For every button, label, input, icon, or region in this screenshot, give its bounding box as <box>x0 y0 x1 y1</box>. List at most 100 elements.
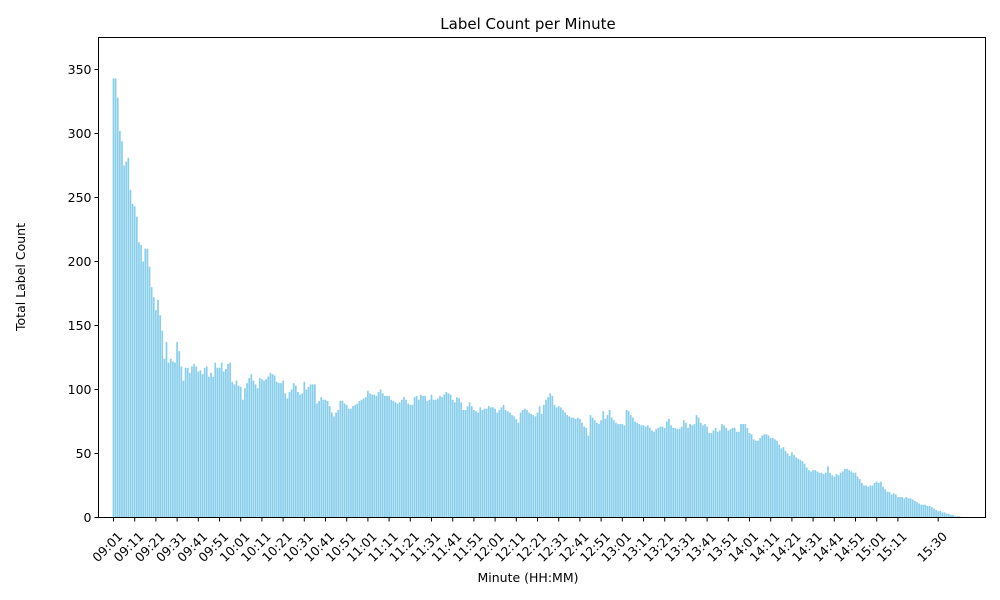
bar <box>350 408 352 518</box>
bar <box>498 409 501 518</box>
x-axis: 09:0109:1109:2109:3109:4109:5110:0110:11… <box>89 517 950 565</box>
bar <box>417 399 420 518</box>
bar <box>362 398 365 518</box>
bar <box>950 514 952 518</box>
bar <box>774 439 776 518</box>
bar <box>738 431 740 518</box>
bar <box>174 362 176 518</box>
bar <box>767 435 770 518</box>
bar <box>682 420 685 518</box>
bar <box>568 416 571 518</box>
bar <box>152 297 155 518</box>
bar <box>303 381 306 518</box>
bar <box>903 498 906 518</box>
bar <box>214 362 217 518</box>
bar <box>163 358 166 518</box>
bar <box>740 424 742 518</box>
y-tick-label: 300 <box>68 126 92 141</box>
bar <box>502 404 505 518</box>
bar <box>324 399 327 518</box>
bar <box>430 394 433 518</box>
bar <box>258 377 261 518</box>
bar <box>799 459 802 518</box>
bar <box>943 512 946 518</box>
bar <box>873 482 876 518</box>
bar <box>241 399 244 518</box>
bar <box>824 472 827 518</box>
bar <box>585 427 588 518</box>
bar <box>333 416 335 518</box>
bar <box>367 390 369 518</box>
bar <box>161 330 164 518</box>
bar <box>314 384 316 518</box>
bar <box>829 472 831 518</box>
x-tick-label: 15:30 <box>914 529 950 565</box>
y-tick-label: 350 <box>68 62 92 77</box>
bar <box>716 431 719 518</box>
bar <box>453 402 456 518</box>
bar <box>227 363 229 518</box>
bar <box>409 404 412 518</box>
bar <box>791 452 793 518</box>
bar <box>176 342 178 518</box>
bar <box>220 362 223 518</box>
bar <box>644 426 647 518</box>
bar <box>451 399 454 518</box>
bar <box>822 473 825 518</box>
bar <box>146 248 149 518</box>
bar <box>841 471 844 518</box>
bar <box>445 392 448 518</box>
bar <box>119 130 121 518</box>
bar <box>413 397 416 518</box>
bar <box>937 511 940 518</box>
bar <box>814 470 817 518</box>
bar <box>316 403 318 518</box>
bar <box>646 425 649 518</box>
bar <box>759 438 761 518</box>
bar <box>947 513 950 518</box>
bar <box>591 417 594 518</box>
bar <box>394 402 397 518</box>
bar <box>515 418 518 518</box>
chart-title: Label Count per Minute <box>440 15 615 33</box>
bar <box>833 476 836 518</box>
bar <box>808 470 810 518</box>
bar <box>901 497 903 518</box>
bar <box>570 417 573 518</box>
bar <box>290 389 293 518</box>
bar <box>559 407 562 518</box>
bar <box>475 411 477 518</box>
bar <box>907 498 910 518</box>
bar <box>532 415 535 518</box>
bar <box>375 395 378 518</box>
bar <box>297 392 299 518</box>
bar <box>411 404 414 518</box>
bar <box>138 242 140 518</box>
bar <box>939 511 942 518</box>
bar <box>114 78 117 518</box>
bar <box>651 430 653 518</box>
bar <box>642 425 645 518</box>
bar <box>305 389 308 518</box>
bar <box>521 409 524 518</box>
bar <box>771 438 774 518</box>
bar <box>619 424 622 518</box>
bar <box>672 427 675 518</box>
bar <box>345 404 348 518</box>
bar <box>331 412 333 518</box>
bar <box>778 444 781 518</box>
bar <box>144 248 147 518</box>
bar <box>434 399 437 518</box>
bar <box>763 434 766 518</box>
bar <box>608 409 611 518</box>
bar <box>150 287 153 518</box>
bar <box>831 475 834 518</box>
bar <box>945 513 948 518</box>
bar <box>905 497 908 518</box>
bar <box>420 394 422 518</box>
bar <box>328 406 331 518</box>
bar <box>428 399 431 518</box>
bar <box>856 476 859 518</box>
bar <box>523 408 526 518</box>
bar <box>710 433 713 518</box>
